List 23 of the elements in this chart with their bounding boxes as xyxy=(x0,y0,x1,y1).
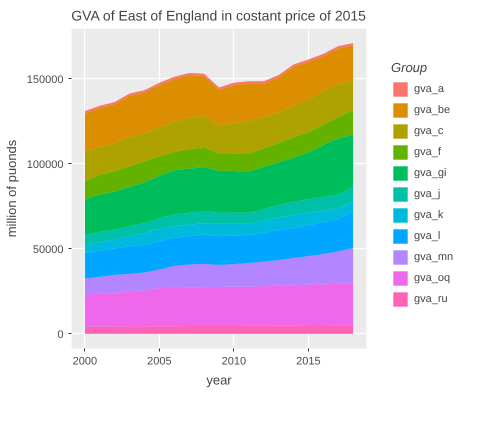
y-tick-label: 100000 xyxy=(26,158,64,171)
x-axis-title: year xyxy=(206,372,232,388)
y-axis-title: million of puonds xyxy=(4,139,19,238)
legend-label: gva_ru xyxy=(414,293,448,305)
y-tick-label: 50000 xyxy=(32,244,64,256)
legend-label: gva_j xyxy=(414,188,440,200)
x-tick-label: 2005 xyxy=(147,356,172,368)
y-tick-label: 0 xyxy=(57,328,64,341)
legend-label: gva_oq xyxy=(414,272,450,284)
legend-label: gva_c xyxy=(414,125,444,137)
x-tick-label: 2000 xyxy=(72,356,98,368)
x-tick-label: 2010 xyxy=(222,356,246,368)
legend-label: gva_l xyxy=(414,230,440,242)
legend-label: gva_k xyxy=(414,209,444,221)
legend-label: gva_a xyxy=(414,83,444,95)
chart-title: GVA of East of England in costant price of 2015 xyxy=(71,8,366,24)
y-tick-label: 150000 xyxy=(26,74,64,86)
legend-label: gva_mn xyxy=(414,251,454,263)
legend-label: gva_f xyxy=(414,146,441,158)
legend-label: gva_be xyxy=(414,104,450,116)
legend-title: Group xyxy=(391,60,428,75)
x-tick-label: 2015 xyxy=(296,356,321,368)
legend-label: gva_gi xyxy=(414,167,446,179)
